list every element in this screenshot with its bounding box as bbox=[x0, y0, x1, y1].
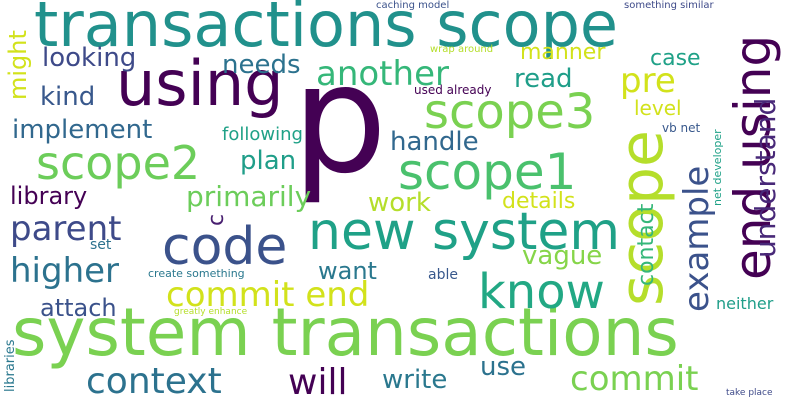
word-something-similar: something similar bbox=[624, 0, 714, 11]
word-new-system: new system bbox=[308, 202, 620, 262]
word-read: read bbox=[514, 64, 573, 94]
word-attach: attach bbox=[40, 294, 117, 322]
word-system-transactions: system transactions bbox=[12, 294, 679, 371]
word-might: might bbox=[4, 30, 32, 100]
word-higher: higher bbox=[10, 251, 120, 291]
word-plan: plan bbox=[240, 146, 297, 176]
word-looking: looking bbox=[42, 43, 137, 73]
word-know: know bbox=[478, 264, 605, 320]
word-c: c bbox=[204, 213, 229, 226]
word-understand: understand bbox=[749, 97, 782, 258]
word-commit: commit bbox=[570, 359, 699, 399]
word-wrap-around: wrap around bbox=[430, 44, 494, 55]
word-commit-end: commit end bbox=[166, 275, 370, 315]
word-manner: manner bbox=[520, 40, 606, 65]
word-case: case bbox=[650, 46, 701, 71]
word-kind: kind bbox=[40, 82, 96, 112]
word-vb-net: vb net bbox=[662, 121, 701, 135]
word-neither: neither bbox=[716, 294, 774, 313]
word-another: another bbox=[316, 54, 449, 94]
word-handle: handle bbox=[390, 127, 479, 157]
word-scope3: scope3 bbox=[424, 84, 596, 140]
word-use: use bbox=[480, 352, 527, 382]
word-library: library bbox=[10, 182, 88, 210]
word-example: example bbox=[677, 165, 717, 312]
word-take-place: take place bbox=[726, 388, 773, 398]
word-write: write bbox=[382, 365, 448, 395]
word-details: details bbox=[502, 189, 576, 214]
word-following: following bbox=[222, 124, 303, 145]
word-caching-model: caching model bbox=[376, 0, 450, 11]
word-pre: pre bbox=[620, 61, 676, 101]
word-p: p bbox=[292, 33, 388, 207]
word-able: able bbox=[428, 267, 458, 283]
word-implement: implement bbox=[12, 115, 153, 145]
word-greatly-enhance: greatly enhance bbox=[174, 307, 248, 317]
word-needs: needs bbox=[222, 50, 301, 80]
word-code: code bbox=[162, 217, 288, 277]
word-set: set bbox=[90, 237, 112, 253]
word-level: level bbox=[634, 96, 682, 120]
word-primarily: primarily bbox=[186, 180, 312, 213]
word-net-developer: net developer bbox=[711, 129, 724, 206]
word-scope2: scope2 bbox=[36, 136, 201, 190]
word-work: work bbox=[368, 188, 431, 218]
word-want: want bbox=[318, 257, 377, 285]
word-using: using bbox=[116, 47, 284, 120]
word-vague: vague bbox=[522, 241, 603, 271]
word-transactions-scope: transactions scope bbox=[34, 0, 619, 61]
word-create-something: create something bbox=[148, 267, 245, 280]
word-parent: parent bbox=[10, 209, 122, 249]
word-scope1: scope1 bbox=[398, 143, 577, 201]
word-contact: contact bbox=[634, 203, 659, 286]
word-libraries: libraries bbox=[3, 339, 18, 392]
word-context: context bbox=[86, 361, 222, 400]
word-used-already: used already bbox=[414, 83, 492, 97]
word-will: will bbox=[288, 362, 348, 400]
